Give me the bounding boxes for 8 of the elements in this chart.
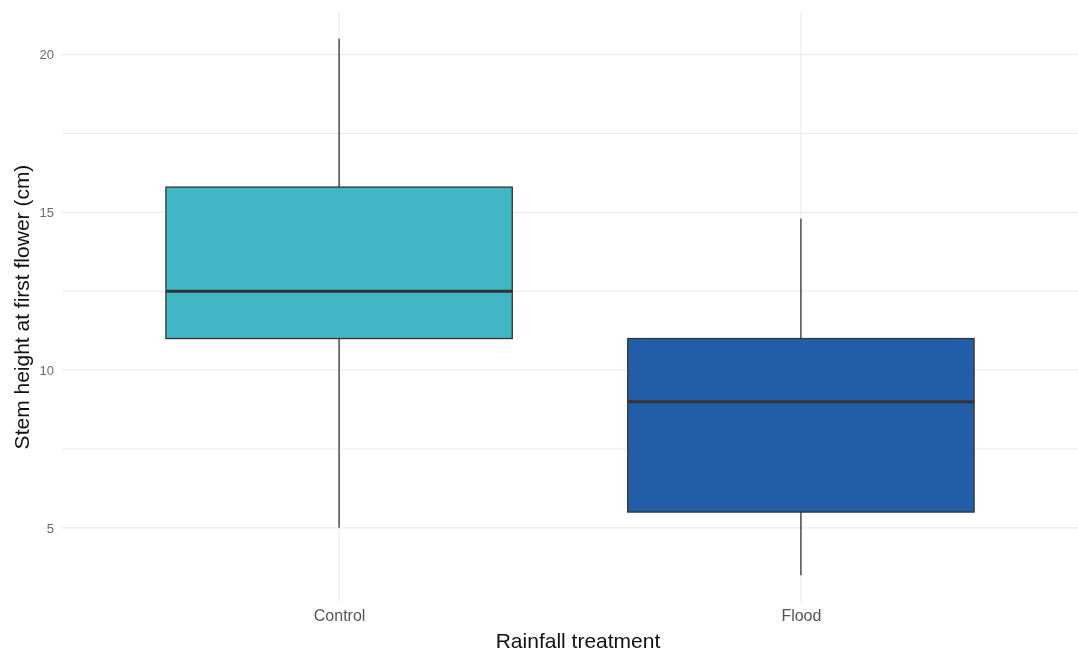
y-tick-label: 20	[39, 47, 54, 63]
y-tick-label: 10	[39, 362, 54, 378]
x-tick-label: Flood	[781, 607, 822, 625]
x-axis-title: Rainfall treatment	[495, 629, 661, 652]
y-axis-title: Stem height at first flower (cm)	[10, 164, 33, 450]
y-tick-label: 15	[39, 205, 54, 221]
x-tick-label: Control	[313, 607, 366, 625]
y-tick-label: 5	[46, 520, 54, 536]
